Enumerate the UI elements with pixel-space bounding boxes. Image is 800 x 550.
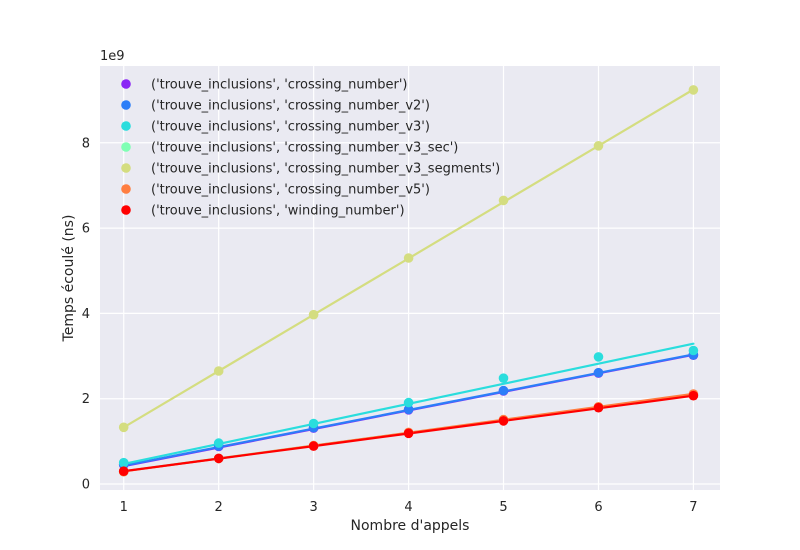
x-tick-label: 7 [689,500,697,515]
data-point [498,195,509,206]
data-point [593,367,604,378]
x-tick-label: 3 [309,500,317,515]
data-point [213,438,224,448]
data-point [593,141,604,151]
data-point [118,457,129,468]
data-point [498,416,509,426]
grid-lines [100,66,720,490]
legend-marker [121,184,131,194]
data-point [688,345,699,356]
legend: ('trouve_inclusions', 'crossing_number')… [121,78,500,219]
legend-marker [121,205,131,215]
x-tick-label: 1 [120,500,128,515]
legend-marker [121,121,131,131]
legend-label: ('trouve_inclusions', 'crossing_number_v… [151,162,500,177]
data-point [308,441,319,451]
x-axis-label: Nombre d'appels [351,518,470,534]
y-tick-label: 6 [82,222,90,237]
legend-label: ('trouve_inclusions', 'winding_number') [151,204,405,219]
data-points [118,85,699,477]
axis-ticks: 1 2 3 4 5 6 7 0 2 4 6 8 [82,136,698,515]
legend-marker [121,142,131,152]
y-tick-label: 8 [82,136,90,151]
legend-label: ('trouve_inclusions', 'crossing_number_v… [151,99,430,114]
x-tick-label: 6 [594,500,602,515]
data-point [403,253,414,263]
legend-label: ('trouve_inclusions', 'crossing_number') [151,78,408,93]
data-point [403,397,414,408]
data-point [403,428,414,439]
y-axis-label: Temps écoulé (ns) [61,215,77,343]
data-point [593,402,604,413]
data-point [118,422,129,433]
plot-background [100,66,720,490]
y-offset-label: 1e9 [100,49,125,64]
data-point [213,453,224,464]
data-point [498,373,509,384]
data-point [308,418,319,429]
legend-label: ('trouve_inclusions', 'crossing_number_v… [151,120,430,135]
data-point [688,85,699,95]
legend-marker [121,163,131,173]
legend-label: ('trouve_inclusions', 'crossing_number_v… [151,141,458,156]
x-tick-label: 2 [215,500,223,515]
y-tick-label: 2 [82,392,90,407]
data-point [308,309,319,320]
x-tick-label: 4 [404,500,412,515]
legend-marker [121,100,131,110]
data-point [403,404,414,415]
y-tick-label: 4 [82,307,90,322]
data-point [593,352,604,362]
legend-label: ('trouve_inclusions', 'crossing_number_v… [151,183,430,198]
legend-marker [121,79,131,89]
data-point [118,466,129,477]
data-point [213,366,224,376]
y-tick-label: 0 [82,478,90,493]
data-point [688,390,699,401]
x-tick-label: 5 [499,500,507,515]
data-point [498,385,509,396]
